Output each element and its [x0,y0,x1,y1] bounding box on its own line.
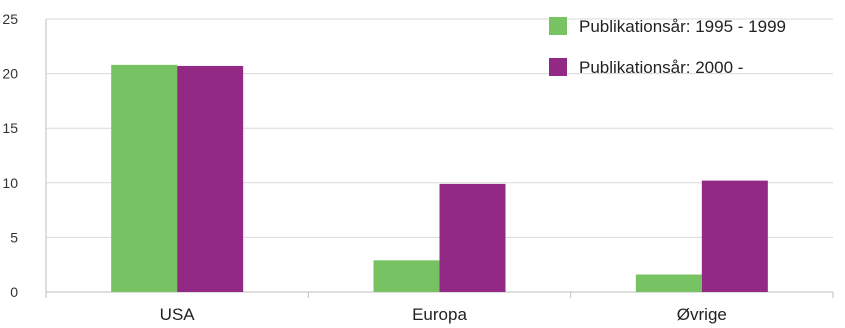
y-tick-label: 15 [2,120,18,136]
legend-label: Publikationsår: 1995 - 1999 [579,17,786,36]
bar-series1-0 [111,64,178,292]
y-tick-label: 25 [2,11,18,27]
bar-series2-0 [177,65,244,293]
bars [111,64,768,293]
bar-series2-2 [701,180,768,292]
bar-series1-2 [635,274,702,292]
y-tick-label: 10 [2,175,18,191]
legend: Publikationsår: 1995 - 1999 Publikationså… [549,17,786,77]
legend-swatch [549,17,567,35]
bar-series1-1 [373,260,440,292]
legend-label: Publikationsår: 2000 - [579,58,743,77]
x-category-label: Øvrige [677,305,727,324]
x-category-label: USA [160,305,196,324]
x-axis: USA Europa Øvrige [45,291,834,324]
x-category-label: Europa [412,305,467,324]
y-tick-label: 5 [10,229,18,245]
y-axis: 0 5 10 15 20 25 [2,11,47,300]
y-tick-label: 20 [2,66,18,82]
bar-series2-1 [439,183,506,292]
legend-swatch [549,58,567,76]
y-tick-label: 0 [10,284,18,300]
